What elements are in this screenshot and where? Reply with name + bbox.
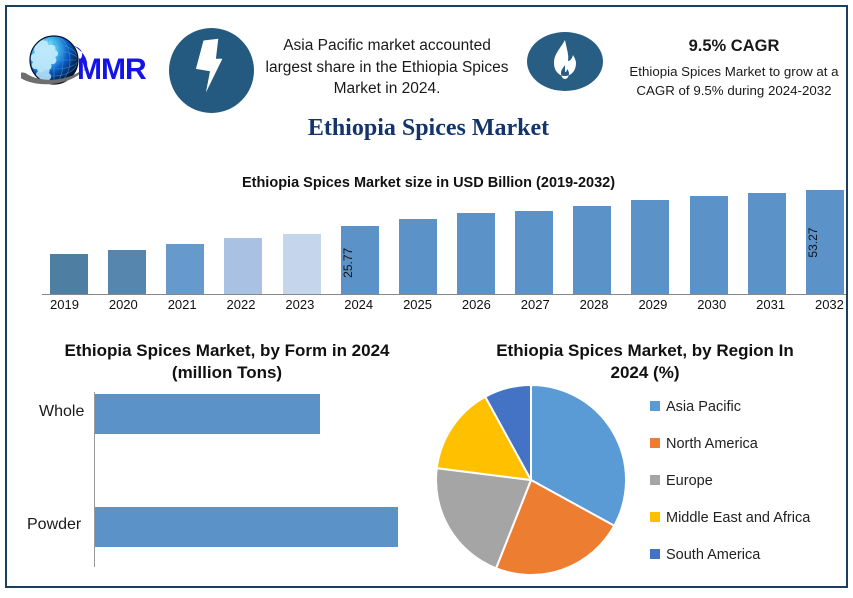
svg-text:MMR: MMR xyxy=(77,53,147,86)
